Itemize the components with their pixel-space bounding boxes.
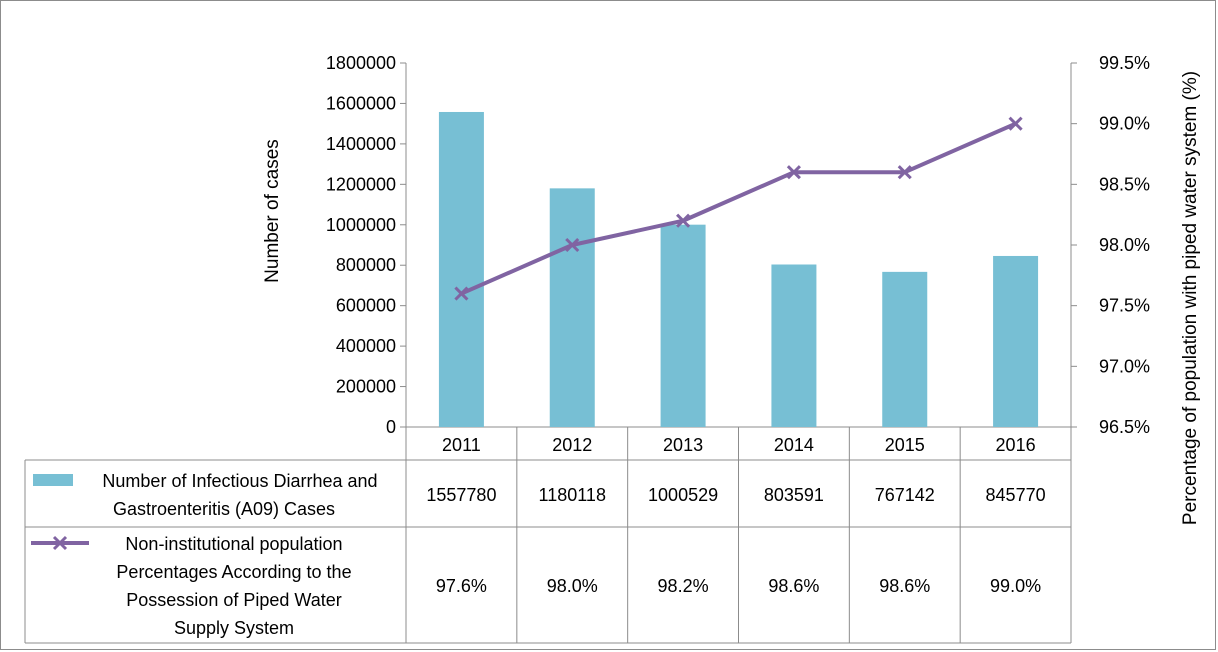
point-2016 xyxy=(1008,116,1023,131)
table-cell-percent: 98.6% xyxy=(768,576,819,596)
y-tick-label-left: 1400000 xyxy=(326,134,396,154)
bar-2014 xyxy=(771,264,817,427)
bar-2015 xyxy=(882,271,928,427)
point-marker-stroke xyxy=(897,165,912,180)
y-tick-label-right: 98.5% xyxy=(1099,174,1150,194)
point-2015 xyxy=(897,165,912,180)
bar-2011 xyxy=(438,111,484,427)
bar-2013 xyxy=(660,224,706,427)
point-marker-stroke xyxy=(1008,116,1023,131)
y-axis-title-right: Percentage of population with piped wate… xyxy=(1180,71,1201,525)
table-cell-cases: 1557780 xyxy=(426,485,496,505)
table-cell-percent: 97.6% xyxy=(436,576,487,596)
x-tick-label: 2012 xyxy=(552,435,592,455)
y-tick-label-right: 97.0% xyxy=(1099,356,1150,376)
y-tick-label-left: 1200000 xyxy=(326,174,396,194)
table-cell-percent: 99.0% xyxy=(990,576,1041,596)
x-tick-label: 2014 xyxy=(774,435,814,455)
x-tick-label: 2016 xyxy=(996,435,1036,455)
y-tick-label-left: 1800000 xyxy=(326,53,396,73)
table-cell-cases: 1000529 xyxy=(648,485,718,505)
table-cell-percent: 98.2% xyxy=(658,576,709,596)
y-tick-label-right: 97.5% xyxy=(1099,296,1150,316)
point-2013 xyxy=(676,213,691,228)
x-tick-label: 2015 xyxy=(885,435,925,455)
table-cell-cases: 845770 xyxy=(986,485,1046,505)
point-marker-stroke xyxy=(454,286,469,301)
legend-label-bar: Number of Infectious Diarrhea and Gastroe… xyxy=(102,471,377,519)
y-tick-label-left: 200000 xyxy=(336,377,396,397)
table-cell-cases: 1180118 xyxy=(539,485,606,505)
x-tick-label: 2013 xyxy=(663,435,703,455)
table-cell-cases: 803591 xyxy=(764,485,824,505)
legend-label-line: Non-institutional population Percentages … xyxy=(116,534,351,638)
y-tick-label-left: 800000 xyxy=(336,255,396,275)
y-tick-label-right: 99.5% xyxy=(1099,53,1150,73)
bar-2012 xyxy=(549,188,595,427)
legend-swatch-marker xyxy=(52,535,68,551)
y-tick-label-right: 98.0% xyxy=(1099,235,1150,255)
y-tick-label-left: 1000000 xyxy=(326,215,396,235)
legend-swatch-bar xyxy=(33,474,73,486)
y-tick-label-left: 0 xyxy=(386,417,396,437)
point-marker-stroke xyxy=(565,237,580,253)
y-tick-label-right: 99.0% xyxy=(1099,114,1150,134)
point-2014 xyxy=(786,165,801,180)
y-axis-title-left: Number of cases xyxy=(262,139,283,283)
bar-2016 xyxy=(993,255,1039,427)
table-cell-cases: 767142 xyxy=(875,485,935,505)
point-marker-stroke xyxy=(676,213,691,228)
table-cell-percent: 98.6% xyxy=(879,576,930,596)
y-tick-label-left: 600000 xyxy=(336,296,396,316)
y-tick-label-right: 96.5% xyxy=(1099,417,1150,437)
series-line xyxy=(460,121,1017,296)
table-cell-percent: 98.0% xyxy=(547,576,598,596)
y-tick-label-left: 400000 xyxy=(336,336,396,356)
point-2011 xyxy=(454,286,469,301)
point-2012 xyxy=(565,237,580,253)
x-tick-label: 2011 xyxy=(442,435,481,455)
y-tick-label-left: 1600000 xyxy=(326,93,396,113)
point-marker-stroke xyxy=(786,165,801,180)
